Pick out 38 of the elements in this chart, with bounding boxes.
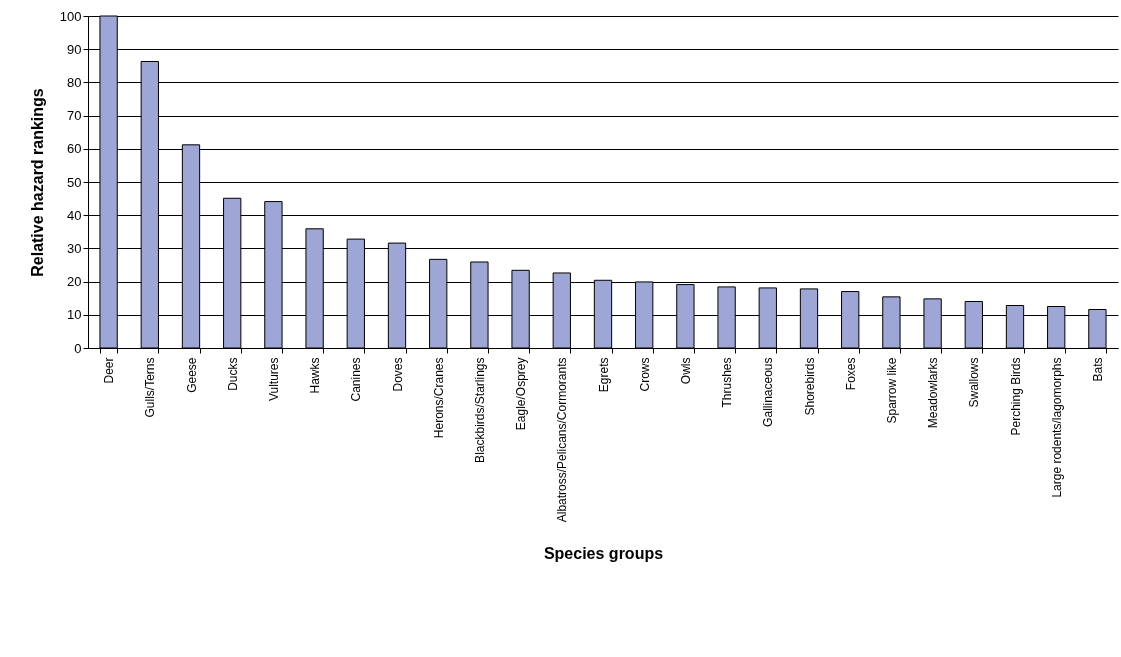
y-tick-label: 10 — [67, 307, 82, 323]
x-tick-label: Perching Birds — [1008, 357, 1023, 436]
y-tick-label: 50 — [67, 174, 82, 190]
x-tick-label: Thrushes — [720, 357, 735, 408]
y-tick-label: 40 — [67, 207, 82, 223]
x-tick-label: Doves — [390, 357, 405, 392]
x-tick-label: Bats — [1090, 357, 1105, 382]
x-tick-label: Swallows — [967, 357, 982, 408]
x-tick-label: Herons/Cranes — [431, 357, 446, 439]
x-tick-label: Sparrow like — [884, 357, 899, 424]
x-tick-label: Meadowlarks — [926, 357, 941, 429]
x-tick-label: Albatross/Pelicans/Cormorants — [555, 357, 570, 523]
x-tick-label: Eagle/Osprey — [514, 357, 529, 431]
x-tick-label: Egrets — [596, 357, 611, 393]
y-tick-label: 80 — [67, 74, 82, 90]
x-tick-label: Large rodents/lagomorphs — [1049, 357, 1064, 498]
y-tick-label: 70 — [67, 108, 82, 124]
x-axis-title: Species groups — [543, 545, 664, 563]
x-tick-label: Geese — [184, 357, 199, 393]
x-tick-label: Shorebirds — [802, 357, 817, 416]
y-tick-label: 60 — [67, 141, 82, 157]
y-tick-label: 20 — [67, 274, 82, 290]
x-tick-label: Foxes — [843, 357, 858, 391]
y-tick-label: 30 — [67, 240, 82, 256]
x-tick-label: Hawks — [308, 357, 323, 394]
x-tick-label: Crows — [637, 357, 652, 392]
x-tick-label: Gulls/Terns — [143, 357, 158, 418]
x-tick-label: Owls — [678, 357, 693, 385]
x-tick-label: Blackbirds/Starlings — [472, 357, 487, 463]
y-tick-label: 0 — [74, 340, 82, 356]
y-tick-label: 100 — [59, 8, 82, 24]
x-tick-label: Deer — [102, 357, 117, 384]
x-tick-label: Vultures — [266, 357, 281, 402]
x-tick-label: Gallinaceous — [761, 357, 776, 427]
y-axis-title: Relative hazard rankings — [28, 88, 46, 277]
y-tick-label: 90 — [67, 41, 82, 57]
x-tick-label: Ducks — [225, 357, 240, 391]
x-tick-label: Canines — [349, 357, 364, 402]
